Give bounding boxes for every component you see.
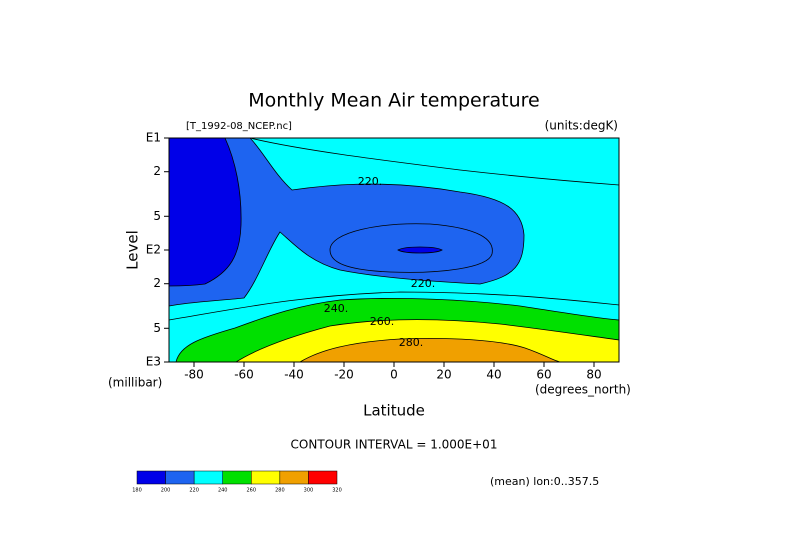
colorbar-label: 300 <box>304 488 314 494</box>
colorbar-box <box>251 470 281 485</box>
x-tick-label: -40 <box>284 368 304 382</box>
units-label: (units:degK) <box>545 119 618 133</box>
y-tick-label: E2 <box>146 243 161 257</box>
colorbar-label: 280 <box>275 488 285 494</box>
x-tick-label: 0 <box>390 368 398 382</box>
y-tick-label: 2 <box>153 276 161 290</box>
colorbar-label: 200 <box>161 488 171 494</box>
contour-label: 220. <box>358 175 383 188</box>
colorbar-box <box>222 470 252 485</box>
colorbar-label: 320 <box>332 488 342 494</box>
y-tick-label: E1 <box>146 131 161 145</box>
y-unit-label: (millibar) <box>108 376 162 390</box>
colorbar-box <box>136 470 166 485</box>
x-axis-label: Latitude <box>363 402 425 420</box>
colorbar-label: 220 <box>189 488 199 494</box>
contour-band <box>168 137 242 287</box>
contour-band <box>298 338 561 363</box>
contour-band <box>168 137 525 307</box>
colorbar-box <box>165 470 195 485</box>
contour-label: 260. <box>370 315 395 328</box>
contour-label: 280. <box>399 336 424 349</box>
x-tick-label: 20 <box>436 368 451 382</box>
contour-line <box>249 137 620 186</box>
y-tick-label: 5 <box>153 209 161 223</box>
colorbar-label: 180 <box>132 488 142 494</box>
contour-band <box>397 246 443 254</box>
colorbar-label: 240 <box>218 488 228 494</box>
x-tick-label: 80 <box>586 368 601 382</box>
colorbar-label: 260 <box>247 488 257 494</box>
file-label: [T_1992-08_NCEP.nc] <box>186 121 292 132</box>
colorbar-box <box>193 470 223 485</box>
contour-label: 240. <box>324 302 349 315</box>
x-tick-label: 40 <box>486 368 501 382</box>
colorbar-box <box>279 470 309 485</box>
contour-line <box>329 223 493 273</box>
y-tick-label: 5 <box>153 321 161 335</box>
y-tick-label: 2 <box>153 164 161 178</box>
chart-title: Monthly Mean Air temperature <box>248 90 539 112</box>
contour-line <box>168 291 620 321</box>
contour-interval: CONTOUR INTERVAL = 1.000E+01 <box>291 438 498 452</box>
contour-label: 220. <box>411 277 436 290</box>
x-tick-label: -20 <box>334 368 354 382</box>
x-unit-label: (degrees_north) <box>535 383 631 397</box>
colorbar-box <box>308 470 338 485</box>
y-tick-label: E3 <box>146 355 161 369</box>
x-tick-label: -60 <box>234 368 254 382</box>
footer: (mean) lon:0..357.5 <box>490 475 599 488</box>
x-tick-label: -80 <box>184 368 204 382</box>
y-axis-label: Level <box>124 230 142 270</box>
x-tick-label: 60 <box>536 368 551 382</box>
